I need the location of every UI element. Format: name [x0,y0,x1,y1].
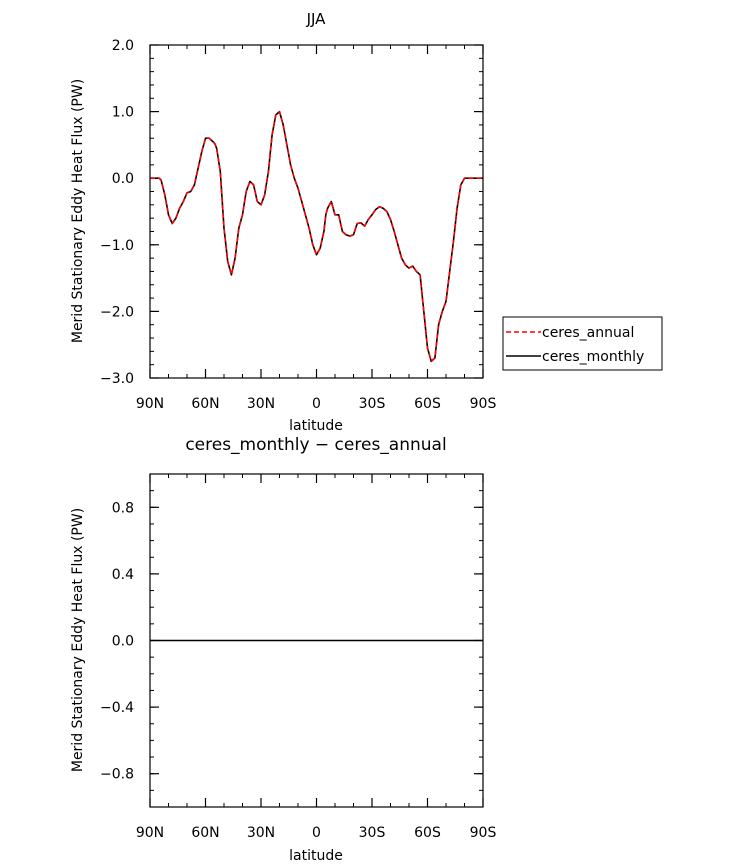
x-tick-label: 90S [470,825,497,841]
y-tick-label: −0.8 [100,767,134,783]
y-tick-label: −1.0 [100,238,134,254]
x-tick-label: 30S [359,825,386,841]
legend-label-ceres-annual: ceres_annual [542,325,634,341]
bottom-title: ceres_monthly − ceres_annual [185,435,446,455]
top-x-axis-label: latitude [289,418,343,434]
y-tick-label: 0.0 [112,171,134,187]
top-plot-frame [149,44,484,379]
bottom-y-tick-labels: 0.8 0.4 0.0 −0.4 −0.8 [100,500,134,782]
series-line-ceres-annual [150,110,483,363]
top-y-tick-labels: 2.0 1.0 0.0 −1.0 −2.0 −3.0 [100,38,134,387]
bottom-y-axis-label: Merid Stationary Eddy Heat Flux (PW) [70,508,86,772]
y-tick-label: 1.0 [112,105,134,121]
x-tick-label: 60N [191,825,219,841]
x-tick-label: 60S [414,825,441,841]
x-tick-label: 30N [247,825,275,841]
bottom-plot-frame [149,473,484,808]
series-line-ceres-monthly [150,110,483,363]
y-tick-label: −3.0 [100,371,134,387]
legend-label-ceres-monthly: ceres_monthly [542,349,644,365]
x-tick-label: 30N [247,396,275,412]
y-tick-label: −2.0 [100,304,134,320]
x-tick-label: 60N [191,396,219,412]
y-tick-label: −0.4 [100,700,134,716]
legend-box [502,316,663,371]
top-y-axis-label: Merid Stationary Eddy Heat Flux (PW) [70,79,86,343]
top-panel: JJA 2.0 1.0 0.0 −1.0 −2.0 −3.0 90N 60N 30N 0 30S 6… [70,10,663,434]
y-tick-label: 0.0 [112,634,134,650]
y-tick-label: 0.8 [112,500,134,516]
bottom-x-tick-labels: 90N 60N 30N 0 30S 60S 90S [136,825,497,841]
top-x-tick-labels: 90N 60N 30N 0 30S 60S 90S [136,396,497,412]
y-tick-label: 2.0 [112,38,134,54]
bottom-panel: ceres_monthly − ceres_annual 0.8 0.4 0.0 −0… [70,435,496,864]
x-tick-label: 60S [414,396,441,412]
x-tick-label: 90N [136,825,164,841]
bottom-x-axis-label: latitude [289,848,343,864]
x-tick-label: 30S [359,396,386,412]
top-series-group [150,110,483,363]
top-ticks [149,44,484,379]
top-title: JJA [306,10,327,28]
x-tick-label: 0 [312,396,321,412]
x-tick-label: 90S [470,396,497,412]
x-tick-label: 0 [312,825,321,841]
y-tick-label: 0.4 [112,567,134,583]
legend: ceres_annual ceres_monthly [502,316,663,371]
x-tick-label: 90N [136,396,164,412]
